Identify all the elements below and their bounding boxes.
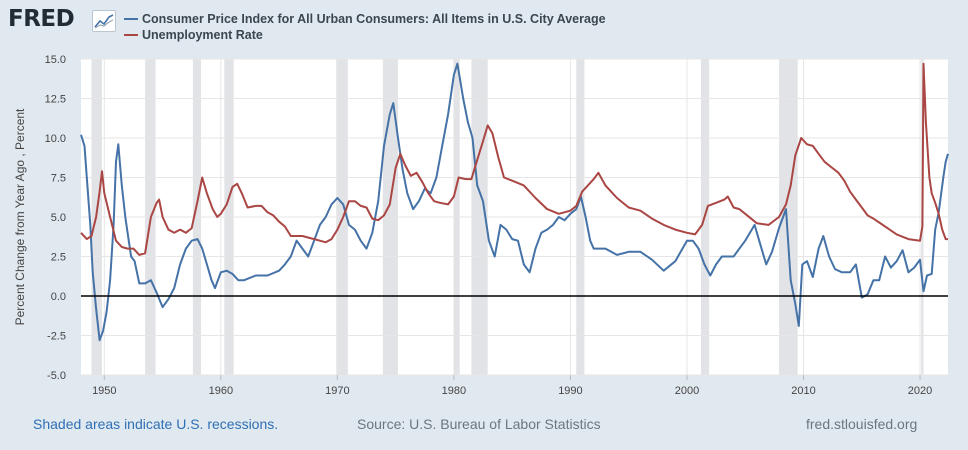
y-axis-ticks: -5.0 -2.5 0.0 2.5 5.0 7.5 10.0 12.5 15.0 (45, 54, 66, 382)
legend-item-unemployment: Unemployment Rate (124, 27, 606, 43)
series-lines (80, 62, 949, 342)
chart-header: FRED Consumer Price Index for All Urban … (0, 0, 968, 50)
legend-swatch-unemployment (124, 34, 138, 36)
chart-legend: Consumer Price Index for All Urban Consu… (124, 11, 606, 43)
trend-chart-icon (92, 10, 116, 32)
unemployment-series-line[interactable] (80, 62, 948, 256)
legend-swatch-cpi (124, 18, 138, 20)
legend-label-unemployment: Unemployment Rate (142, 28, 263, 42)
y-tick-label: 5.0 (51, 212, 66, 224)
y-tick-label: 10.0 (45, 133, 66, 145)
x-tick-label: 1980 (442, 385, 466, 397)
x-tick-label: 2000 (675, 385, 699, 397)
line-chart[interactable]: -5.0 -2.5 0.0 2.5 5.0 7.5 10.0 12.5 15.0 1950 196… (0, 0, 968, 410)
x-tick-label: 1970 (325, 385, 349, 397)
x-tick-label: 1960 (209, 385, 233, 397)
x-axis-ticks: 1950 1960 1970 1980 1990 2000 2010 2020 (92, 375, 932, 397)
y-tick-label: 7.5 (51, 173, 66, 185)
y-tick-label: 0.0 (51, 291, 66, 303)
cpi-series-line[interactable] (80, 62, 949, 342)
x-tick-label: 1990 (558, 385, 582, 397)
recession-note-link[interactable]: Shaded areas indicate U.S. recessions. (33, 416, 279, 432)
y-tick-label: 12.5 (45, 94, 66, 106)
legend-label-cpi: Consumer Price Index for All Urban Consu… (142, 12, 606, 26)
grid-lines (81, 58, 948, 376)
y-tick-label: 15.0 (45, 54, 66, 66)
y-tick-label: 2.5 (51, 252, 66, 264)
source-text: Source: U.S. Bureau of Labor Statistics (357, 416, 601, 432)
x-tick-label: 2010 (791, 385, 815, 397)
x-tick-label: 1950 (92, 385, 116, 397)
legend-item-cpi: Consumer Price Index for All Urban Consu… (124, 11, 606, 27)
x-tick-label: 2020 (908, 385, 932, 397)
site-link[interactable]: fred.stlouisfed.org (806, 416, 918, 432)
y-tick-label: -5.0 (47, 370, 66, 382)
y-axis-label: Percent Change from Year Ago , Percent (13, 108, 27, 325)
y-tick-label: -2.5 (47, 331, 66, 343)
fred-logo[interactable]: FRED (8, 6, 75, 32)
